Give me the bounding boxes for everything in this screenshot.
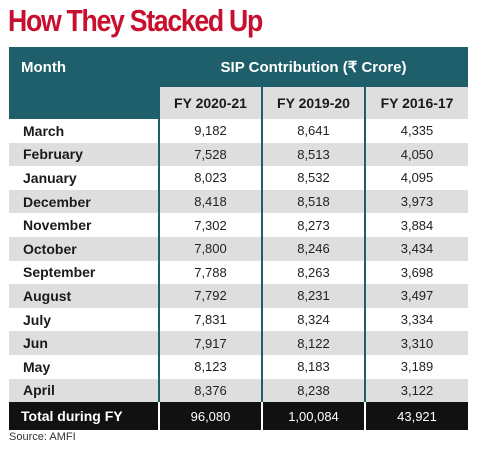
value-cell: 8,641 (261, 119, 365, 143)
value-cell: 8,183 (261, 354, 365, 379)
value-cell: 3,698 (363, 260, 469, 285)
value-cell: 3,310 (363, 331, 469, 355)
value-cell: 8,518 (261, 189, 365, 214)
value-cell: 3,884 (363, 213, 469, 237)
value-cell: 4,095 (363, 166, 469, 190)
table-row: August 7,792 8,231 3,497 (9, 284, 469, 308)
month-cell: February (9, 142, 159, 167)
value-cell: 7,792 (158, 284, 262, 308)
table-row: February 7,528 8,513 4,050 (9, 142, 469, 167)
month-cell: December (9, 189, 159, 214)
value-cell: 7,302 (158, 213, 262, 237)
month-cell: August (9, 284, 159, 308)
table-body: March 9,182 8,641 4,335 February 7,528 8,513 4,… (9, 119, 469, 403)
total-cell: 43,921 (363, 402, 469, 431)
month-cell: March (9, 119, 159, 143)
value-cell: 3,973 (363, 189, 469, 214)
column-header: FY 2019-20 (261, 87, 365, 119)
value-cell: 7,788 (158, 260, 262, 285)
table-row: July 7,831 8,324 3,334 (9, 307, 469, 332)
month-cell: November (9, 213, 159, 237)
table-row: November 7,302 8,273 3,884 (9, 213, 469, 237)
value-cell: 3,334 (363, 307, 469, 332)
value-cell: 8,246 (261, 236, 365, 261)
sip-table: Month SIP Contribution (₹ Crore) FY 2020… (9, 47, 469, 431)
source-note: Source: AMFI (9, 431, 76, 443)
month-cell: October (9, 236, 159, 261)
table-row: October 7,800 8,246 3,434 (9, 236, 469, 261)
value-cell: 8,273 (261, 213, 365, 237)
value-cell: 8,418 (158, 189, 262, 214)
value-cell: 7,917 (158, 331, 262, 355)
value-cell: 8,238 (261, 378, 365, 403)
value-cell: 7,800 (158, 236, 262, 261)
value-cell: 7,528 (158, 142, 262, 167)
value-cell: 8,231 (261, 284, 365, 308)
table-row: December 8,418 8,518 3,973 (9, 189, 469, 214)
month-header: Month (9, 47, 159, 87)
table-row: March 9,182 8,641 4,335 (9, 119, 469, 143)
table-row: April 8,376 8,238 3,122 (9, 378, 469, 403)
table-row: Jun 7,917 8,122 3,310 (9, 331, 469, 355)
month-header-spacer (9, 87, 159, 119)
value-cell: 8,532 (261, 166, 365, 190)
table-row: September 7,788 8,263 3,698 (9, 260, 469, 285)
total-cell: 96,080 (158, 402, 262, 431)
total-row: Total during FY 96,080 1,00,084 43,921 (9, 402, 469, 431)
value-cell: 3,434 (363, 236, 469, 261)
value-cell: 8,023 (158, 166, 262, 190)
value-cell: 7,831 (158, 307, 262, 332)
total-label: Total during FY (9, 402, 159, 431)
value-cell: 8,376 (158, 378, 262, 403)
value-cell: 8,123 (158, 354, 262, 379)
group-header: SIP Contribution (₹ Crore) (159, 47, 469, 87)
column-header: FY 2020-21 (158, 87, 262, 119)
table-row: January 8,023 8,532 4,095 (9, 166, 469, 190)
chart-title: How They Stacked Up (8, 3, 263, 38)
table-row: May 8,123 8,183 3,189 (9, 354, 469, 379)
month-cell: September (9, 260, 159, 285)
value-cell: 3,189 (363, 354, 469, 379)
value-cell: 3,122 (363, 378, 469, 403)
value-cell: 4,050 (363, 142, 469, 167)
total-cell: 1,00,084 (261, 402, 365, 431)
value-cell: 8,263 (261, 260, 365, 285)
month-cell: January (9, 166, 159, 190)
value-cell: 4,335 (363, 119, 469, 143)
month-cell: Jun (9, 331, 159, 355)
month-cell: May (9, 354, 159, 379)
month-cell: July (9, 307, 159, 332)
value-cell: 8,513 (261, 142, 365, 167)
value-cell: 8,122 (261, 331, 365, 355)
value-cell: 8,324 (261, 307, 365, 332)
month-cell: April (9, 378, 159, 403)
value-cell: 3,497 (363, 284, 469, 308)
value-cell: 9,182 (158, 119, 262, 143)
column-header: FY 2016-17 (363, 87, 469, 119)
